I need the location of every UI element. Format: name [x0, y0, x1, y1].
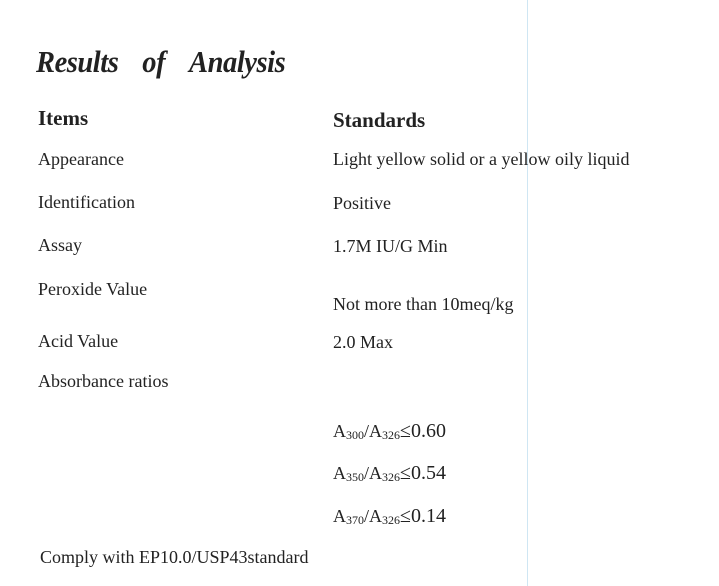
title-word: Analysis	[189, 44, 286, 79]
standard-value: 1.7M IU/G Min	[333, 236, 448, 256]
absorbance-ratio: A300/A326≤0.60	[333, 420, 446, 442]
item-label: Absorbance ratios	[38, 371, 169, 391]
standard-value: Light yellow solid or a yellow oily liqu…	[333, 149, 630, 169]
absorbance-ratio: A350/A326≤0.54	[333, 462, 446, 484]
compliance-statement: Comply with EP10.0/USP43standard	[40, 547, 309, 567]
document-title: Results of Analysis	[36, 44, 286, 80]
standard-value: 2.0 Max	[333, 332, 393, 352]
absorbance-ratio: A370/A326≤0.14	[333, 505, 446, 527]
scan-guide-line	[527, 0, 528, 586]
standards-header: Standards	[333, 108, 426, 132]
item-label: Acid Value	[38, 331, 119, 351]
items-header: Items	[38, 106, 89, 130]
item-label: Identification	[38, 192, 135, 212]
title-word: of	[142, 44, 166, 79]
title-word: Results	[36, 44, 119, 79]
item-label: Assay	[38, 235, 82, 255]
standard-value: Positive	[333, 193, 392, 213]
item-label: Peroxide Value	[38, 279, 148, 299]
item-label: Appearance	[38, 149, 124, 169]
standard-value: Not more than 10meq/kg	[333, 294, 514, 314]
